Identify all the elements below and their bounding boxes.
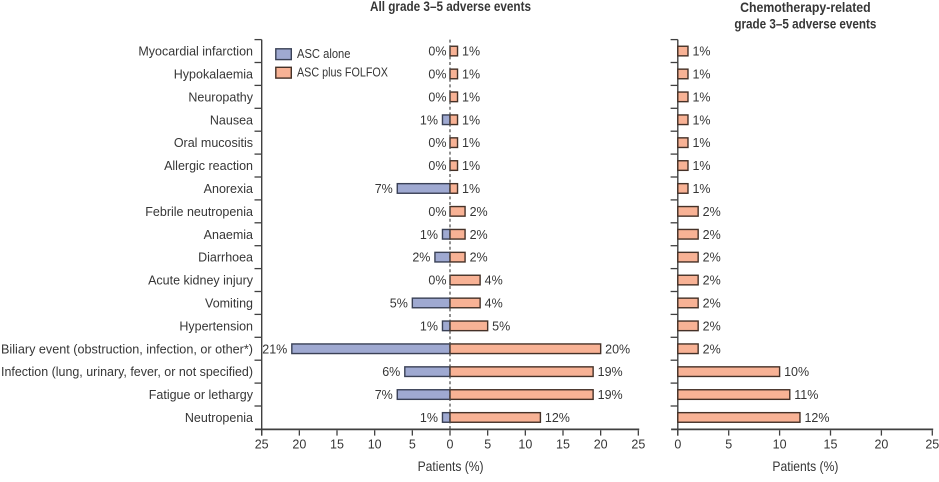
svg-text:Anorexia: Anorexia [204, 182, 253, 196]
svg-text:6%: 6% [382, 365, 400, 379]
svg-text:5: 5 [409, 437, 416, 451]
svg-text:1%: 1% [462, 45, 480, 59]
svg-text:12%: 12% [545, 411, 570, 425]
svg-text:1%: 1% [462, 90, 480, 104]
svg-text:Chemotherapy-related: Chemotherapy-related [740, 0, 871, 15]
svg-text:Myocardial infarction: Myocardial infarction [138, 45, 253, 59]
svg-text:1%: 1% [462, 113, 480, 127]
svg-text:1%: 1% [420, 113, 438, 127]
svg-text:0%: 0% [428, 274, 446, 288]
svg-text:2%: 2% [703, 251, 721, 265]
svg-text:Infection (lung, urinary, feve: Infection (lung, urinary, fever, or not … [1, 365, 253, 379]
svg-text:1%: 1% [462, 159, 480, 173]
svg-text:0%: 0% [428, 90, 446, 104]
svg-text:15: 15 [824, 437, 838, 451]
svg-text:15: 15 [556, 437, 570, 451]
svg-text:Biliary event (obstruction, in: Biliary event (obstruction, infection, o… [1, 342, 253, 356]
svg-text:1%: 1% [462, 182, 480, 196]
svg-text:Neuropathy: Neuropathy [188, 90, 253, 104]
svg-text:5%: 5% [492, 319, 510, 333]
svg-text:5%: 5% [390, 296, 408, 310]
svg-text:1%: 1% [692, 113, 710, 127]
svg-text:1%: 1% [420, 319, 438, 333]
svg-text:1%: 1% [420, 411, 438, 425]
svg-text:19%: 19% [598, 388, 623, 402]
svg-text:25: 25 [631, 437, 645, 451]
svg-text:25: 25 [255, 437, 269, 451]
svg-text:Patients (%): Patients (%) [418, 458, 484, 474]
svg-text:10%: 10% [784, 365, 809, 379]
svg-text:2%: 2% [703, 319, 721, 333]
svg-text:0: 0 [674, 437, 681, 451]
svg-text:10: 10 [518, 437, 532, 451]
svg-text:Anaemia: Anaemia [204, 228, 253, 242]
svg-text:1%: 1% [692, 159, 710, 173]
svg-text:Patients (%): Patients (%) [772, 458, 838, 474]
svg-text:0%: 0% [428, 205, 446, 219]
svg-text:Hypokalaemia: Hypokalaemia [174, 67, 253, 81]
svg-text:2%: 2% [412, 251, 430, 265]
svg-text:Diarrhoea: Diarrhoea [198, 251, 253, 265]
svg-text:1%: 1% [692, 45, 710, 59]
svg-text:Acute kidney injury: Acute kidney injury [148, 274, 254, 288]
svg-text:0%: 0% [428, 67, 446, 81]
svg-text:1%: 1% [420, 228, 438, 242]
svg-text:2%: 2% [470, 251, 488, 265]
svg-text:25: 25 [925, 437, 939, 451]
svg-text:5: 5 [484, 437, 491, 451]
svg-text:2%: 2% [703, 205, 721, 219]
svg-text:1%: 1% [462, 136, 480, 150]
svg-text:7%: 7% [375, 388, 393, 402]
svg-text:Vomiting: Vomiting [205, 296, 253, 310]
svg-text:1%: 1% [692, 136, 710, 150]
svg-text:Fatigue or lethargy: Fatigue or lethargy [149, 388, 254, 402]
svg-text:5: 5 [725, 437, 732, 451]
svg-text:grade 3–5 adverse events: grade 3–5 adverse events [734, 17, 876, 32]
svg-text:2%: 2% [703, 274, 721, 288]
svg-text:20: 20 [594, 437, 608, 451]
svg-text:1%: 1% [692, 182, 710, 196]
svg-text:10: 10 [773, 437, 787, 451]
svg-text:0: 0 [447, 437, 454, 451]
svg-text:Neutropenia: Neutropenia [185, 411, 253, 425]
svg-text:4%: 4% [485, 274, 503, 288]
svg-text:7%: 7% [375, 182, 393, 196]
svg-text:All grade 3–5 adverse events: All grade 3–5 adverse events [370, 0, 531, 14]
svg-text:Oral mucositis: Oral mucositis [174, 136, 253, 150]
svg-text:20: 20 [874, 437, 888, 451]
svg-text:1%: 1% [692, 67, 710, 81]
svg-text:12%: 12% [804, 411, 829, 425]
svg-text:Allergic reaction: Allergic reaction [164, 159, 253, 173]
svg-text:2%: 2% [470, 205, 488, 219]
svg-text:20%: 20% [605, 342, 630, 356]
svg-text:2%: 2% [703, 296, 721, 310]
svg-text:0%: 0% [428, 136, 446, 150]
svg-text:15: 15 [330, 437, 344, 451]
svg-text:10: 10 [368, 437, 382, 451]
svg-text:0%: 0% [428, 159, 446, 173]
svg-text:ASC alone: ASC alone [297, 47, 351, 61]
svg-text:1%: 1% [692, 90, 710, 104]
svg-text:4%: 4% [485, 296, 503, 310]
svg-text:Hypertension: Hypertension [179, 319, 253, 333]
svg-text:2%: 2% [470, 228, 488, 242]
svg-text:1%: 1% [462, 67, 480, 81]
svg-text:21%: 21% [262, 342, 287, 356]
svg-text:20: 20 [292, 437, 306, 451]
svg-text:0%: 0% [428, 45, 446, 59]
svg-text:2%: 2% [703, 342, 721, 356]
svg-text:19%: 19% [598, 365, 623, 379]
svg-text:Febrile neutropenia: Febrile neutropenia [145, 205, 253, 219]
svg-text:2%: 2% [703, 228, 721, 242]
svg-text:ASC plus FOLFOX: ASC plus FOLFOX [297, 66, 389, 80]
svg-text:Nausea: Nausea [210, 113, 253, 127]
svg-text:11%: 11% [794, 388, 818, 402]
